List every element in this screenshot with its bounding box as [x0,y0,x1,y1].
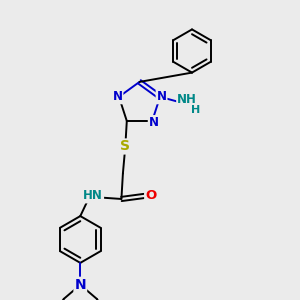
Text: H: H [191,105,201,115]
Text: N: N [74,278,86,292]
Text: S: S [120,140,130,154]
Text: N: N [149,116,159,129]
Text: NH: NH [177,93,197,106]
Text: O: O [145,189,156,202]
Text: N: N [112,90,122,103]
Text: N: N [157,90,166,103]
Text: HN: HN [83,190,103,202]
